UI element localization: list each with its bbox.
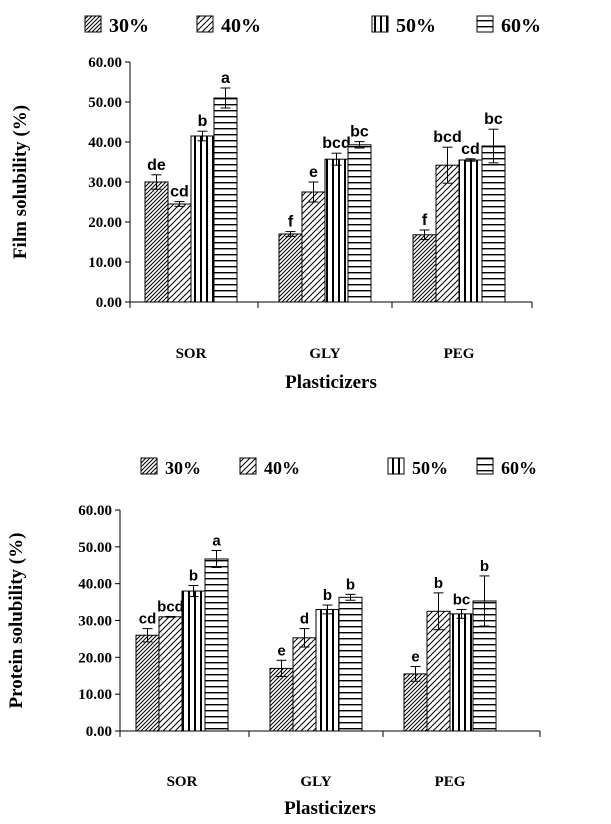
bar [403, 673, 428, 732]
bar [204, 558, 229, 732]
legend-swatch [239, 457, 257, 475]
legend-swatch [140, 457, 158, 475]
legend-swatch [84, 15, 102, 33]
bar [347, 144, 372, 303]
bar [458, 159, 483, 303]
x-axis-title: Plasticizers [284, 798, 376, 819]
category-label: GLY [309, 346, 340, 362]
y-tick-label: 10.00 [78, 687, 112, 703]
legend-label: 60% [501, 15, 541, 37]
significance-letter: bcd [157, 598, 184, 615]
bar [181, 590, 206, 732]
significance-letter: f [422, 212, 428, 229]
legend-label: 40% [221, 15, 261, 37]
bar [167, 203, 192, 303]
legend-swatch [196, 15, 214, 33]
bar [135, 634, 160, 732]
legend-label: 60% [501, 458, 537, 478]
significance-letter: e [411, 649, 419, 666]
y-tick-label: 30.00 [88, 175, 122, 191]
significance-letter: bc [350, 124, 369, 141]
significance-letter: bcd [433, 129, 461, 146]
y-tick-label: 30.00 [78, 614, 112, 630]
bar [292, 637, 317, 732]
significance-letter: bc [453, 591, 471, 608]
bar [338, 596, 363, 732]
significance-letter: d [300, 611, 309, 628]
x-axis-title: Plasticizers [285, 372, 377, 393]
category-label: PEG [435, 774, 466, 790]
legend: 30% 40% 50% 60% [140, 457, 537, 478]
significance-letter: b [434, 575, 443, 592]
legend-label: 30% [165, 458, 201, 478]
significance-letter: cd [170, 184, 189, 201]
category-label: PEG [444, 346, 475, 362]
y-tick-label: 20.00 [88, 215, 122, 231]
bar [412, 234, 437, 303]
legend-label: 50% [412, 458, 448, 478]
significance-letter: b [323, 587, 332, 604]
chart-2: 30% 40% 50% 60% 0.00 10.00 20.00 30.00 40.00 50.0… [6, 457, 541, 819]
significance-letter: b [189, 568, 198, 585]
y-tick-label: 40.00 [78, 577, 112, 593]
bar [301, 191, 326, 303]
significance-letter: bcd [322, 135, 350, 152]
legend-swatch [371, 15, 389, 33]
legend: 30% 40% 50% 60% [84, 15, 541, 37]
significance-letter: b [198, 113, 208, 130]
significance-letter: a [212, 533, 221, 550]
y-tick-label: 60.00 [88, 55, 122, 71]
significance-letter: cd [139, 611, 157, 628]
bar [190, 135, 215, 303]
y-tick-label: 0.00 [86, 724, 112, 740]
category-label: SOR [176, 346, 207, 362]
chart-1: 30% 40% 50% 60% 0.00 10.00 20.00 30.00 40.00 50.0… [10, 15, 541, 393]
significance-letter: de [147, 157, 166, 174]
y-tick-label: 60.00 [78, 503, 112, 519]
y-tick-label: 40.00 [88, 135, 122, 151]
bar [158, 616, 183, 732]
y-tick-label: 20.00 [78, 650, 112, 666]
y-tick-label: 10.00 [88, 255, 122, 271]
significance-letter: e [309, 164, 318, 181]
significance-letter: f [288, 214, 294, 231]
y-tick-label: 50.00 [78, 540, 112, 556]
bar [269, 667, 294, 732]
category-label: SOR [167, 774, 198, 790]
legend-swatch [476, 457, 494, 475]
category-label: GLY [300, 774, 331, 790]
significance-letter: b [346, 576, 355, 593]
significance-letter: bc [484, 111, 503, 128]
significance-letter: cd [461, 141, 480, 158]
y-tick-label: 50.00 [88, 95, 122, 111]
legend-label: 40% [264, 458, 300, 478]
y-axis-title: Film solubility (%) [10, 105, 31, 259]
significance-letter: b [480, 558, 489, 575]
bar [449, 613, 474, 732]
bar [315, 608, 340, 732]
significance-letter: e [277, 642, 285, 659]
bar [144, 181, 169, 303]
bar [481, 145, 506, 303]
bar [435, 164, 460, 303]
significance-letter: a [221, 70, 230, 87]
bar [278, 233, 303, 303]
bar [213, 97, 238, 303]
legend-label: 50% [396, 15, 436, 37]
legend-swatch [387, 457, 405, 475]
y-tick-label: 0.00 [96, 295, 122, 311]
legend-swatch [476, 15, 494, 33]
y-axis-title: Protein solubility (%) [6, 533, 27, 709]
legend-label: 30% [109, 15, 149, 37]
bar [324, 158, 349, 303]
